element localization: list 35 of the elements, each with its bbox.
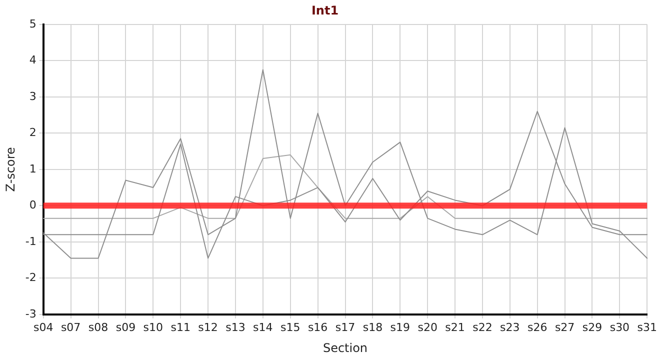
x-tick-label: s08 [88,320,108,334]
y-tick-label: 5 [29,17,36,30]
x-tick-label: s23 [500,320,520,334]
x-tick-label: s22 [472,320,492,334]
x-tick-label: s19 [390,320,410,334]
x-tick-label: s12 [198,320,218,334]
x-tick-label: s18 [362,320,383,334]
x-tick-label: s11 [170,320,190,334]
x-tick-label: s09 [116,320,136,334]
x-tick-label: s31 [637,320,658,334]
y-tick-label: -1 [25,234,36,248]
x-tick-label: s15 [280,320,300,334]
x-tick-label: s26 [527,320,548,334]
y-tick-label: -2 [25,271,36,284]
x-tick-label: s17 [335,320,356,334]
x-tick-label: s30 [610,320,630,334]
x-tick-label: s21 [445,320,465,334]
x-tick-label: s14 [253,320,273,334]
x-tick-label: s13 [226,320,246,334]
y-tick-label: 3 [29,90,36,103]
y-tick-label: 1 [29,162,36,176]
chart-title: Int1 [311,3,339,18]
y-tick-label: 4 [29,54,36,67]
x-axis-title: Section [322,340,368,355]
x-tick-label: s16 [308,320,328,334]
y-axis-title: Z-score [3,147,18,192]
x-tick-label: s07 [60,320,81,334]
x-tick-label: s29 [582,320,602,334]
x-tick-label: s27 [554,320,575,334]
x-tick-label: s20 [418,320,438,334]
y-tick-label: 0 [29,198,36,212]
x-tick-label: s04 [34,320,54,334]
y-tick-label: 2 [29,126,36,140]
y-tick-label: -3 [25,307,36,320]
x-tick-label: s10 [143,320,164,334]
